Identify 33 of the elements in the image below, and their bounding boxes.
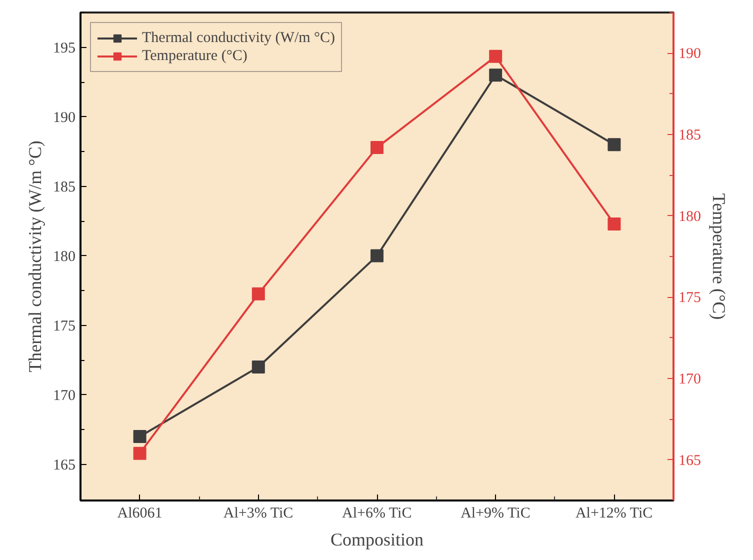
y-tick-label: 195 — [53, 40, 76, 56]
legend-label: Temperature (°C) — [142, 47, 248, 65]
y2-tick-label: 170 — [678, 372, 701, 388]
x-tick-label: Al+9% TiC — [460, 506, 530, 522]
point — [608, 217, 621, 230]
y-tick-label: 175 — [53, 318, 76, 334]
y2-tick-label: 165 — [678, 452, 701, 469]
point — [370, 249, 384, 262]
y-tick-label: 185 — [53, 179, 76, 196]
y2-tick-label: 185 — [678, 128, 701, 144]
point — [252, 360, 265, 374]
x-tick-label: Al+6% TiC — [342, 506, 412, 522]
x-tick-label: Al6061 — [117, 506, 162, 522]
x-tick-label: Al+12% TiC — [575, 506, 653, 522]
point — [608, 138, 621, 152]
x-axis-title: Composition — [330, 530, 424, 550]
point — [489, 68, 502, 82]
point — [489, 50, 502, 63]
y-tick-label: 165 — [53, 457, 76, 474]
y-tick-label: 190 — [53, 110, 76, 126]
y-tick-label: 170 — [53, 388, 76, 404]
y-axis-title: Thermal conductivity (W/m °C) — [25, 140, 45, 372]
point — [252, 287, 265, 300]
legend-label: Thermal conductivity (W/m °C) — [142, 29, 336, 47]
y-tick-label: 180 — [53, 248, 76, 265]
y2-tick-label: 180 — [678, 208, 701, 225]
point — [370, 141, 384, 154]
y2-tick-label: 190 — [678, 46, 701, 62]
y2-tick-label: 175 — [678, 290, 701, 306]
y2-axis-title: Temperature (°C) — [709, 193, 729, 320]
point — [133, 446, 146, 460]
point — [133, 430, 146, 444]
x-tick-label: Al+3% TiC — [223, 506, 294, 522]
